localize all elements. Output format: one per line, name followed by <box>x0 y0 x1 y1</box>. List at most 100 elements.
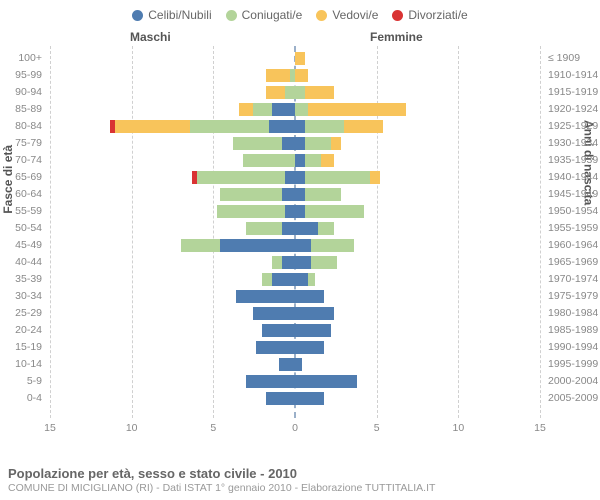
bar-segment <box>308 273 315 286</box>
male-bar <box>279 358 295 371</box>
bar-segment <box>305 137 331 150</box>
bar-segment <box>272 256 282 269</box>
female-header: Femmine <box>370 30 423 44</box>
chart-subtitle: COMUNE DI MICIGLIANO (RI) - Dati ISTAT 1… <box>8 482 435 494</box>
bar-segment <box>295 273 308 286</box>
birth-year-label: 1910-1914 <box>548 67 600 83</box>
bar-segment <box>272 103 295 116</box>
bar-segment <box>285 205 295 218</box>
bar-segment <box>285 171 295 184</box>
bar-segment <box>295 290 324 303</box>
age-label: 90-94 <box>0 84 42 100</box>
bar-segment <box>269 120 295 133</box>
birth-year-label: 2000-2004 <box>548 373 600 389</box>
x-tick-label: 15 <box>44 422 56 434</box>
bar-segment <box>285 86 295 99</box>
bar-segment <box>190 120 268 133</box>
age-label: 10-14 <box>0 356 42 372</box>
bar-segment <box>243 154 295 167</box>
female-bar <box>295 120 383 133</box>
age-label: 85-89 <box>0 101 42 117</box>
bar-segment <box>220 188 282 201</box>
male-bar <box>181 239 295 252</box>
male-bar <box>262 324 295 337</box>
x-tick-label: 5 <box>210 422 216 434</box>
bar-segment <box>295 120 305 133</box>
bar-segment <box>282 222 295 235</box>
male-header: Maschi <box>130 30 171 44</box>
age-label: 15-19 <box>0 339 42 355</box>
age-label: 95-99 <box>0 67 42 83</box>
pyramid-row <box>50 118 540 134</box>
bar-segment <box>305 120 344 133</box>
bar-segment <box>262 273 272 286</box>
bar-segment <box>295 52 305 65</box>
chart-title: Popolazione per età, sesso e stato civil… <box>8 466 435 481</box>
age-label: 5-9 <box>0 373 42 389</box>
grid-line <box>540 46 541 418</box>
female-bar <box>295 392 324 405</box>
birth-year-label: 1940-1944 <box>548 169 600 185</box>
legend-label: Coniugati/e <box>242 8 303 22</box>
bar-segment <box>311 239 353 252</box>
bar-segment <box>295 341 324 354</box>
male-bar <box>266 69 295 82</box>
birth-year-label: 1995-1999 <box>548 356 600 372</box>
female-bar <box>295 256 337 269</box>
female-bar <box>295 69 308 82</box>
female-bar <box>295 52 305 65</box>
plot-area: 15105051015100+≤ 190995-991910-191490-94… <box>50 46 540 418</box>
birth-year-label: 1935-1939 <box>548 152 600 168</box>
birth-year-label: 1990-1994 <box>548 339 600 355</box>
birth-year-label: 1915-1919 <box>548 84 600 100</box>
bar-segment <box>233 137 282 150</box>
birth-year-label: 1945-1949 <box>548 186 600 202</box>
pyramid-row <box>50 101 540 117</box>
bar-segment <box>282 256 295 269</box>
male-bar <box>110 120 295 133</box>
female-bar <box>295 222 334 235</box>
legend-item: Celibi/Nubili <box>132 8 211 22</box>
bar-segment <box>295 375 357 388</box>
bar-segment <box>239 103 252 116</box>
bar-segment <box>331 137 341 150</box>
legend-swatch <box>226 10 237 21</box>
birth-year-label: 1930-1934 <box>548 135 600 151</box>
female-bar <box>295 86 334 99</box>
bar-segment <box>295 137 305 150</box>
legend-swatch <box>392 10 403 21</box>
x-tick-label: 10 <box>126 422 138 434</box>
legend: Celibi/NubiliConiugati/eVedovi/eDivorzia… <box>0 0 600 24</box>
bar-segment <box>256 341 295 354</box>
birth-year-label: ≤ 1909 <box>548 50 600 66</box>
pyramid-row <box>50 288 540 304</box>
bar-segment <box>246 222 282 235</box>
pyramid-row <box>50 203 540 219</box>
male-bar <box>272 256 295 269</box>
bar-segment <box>246 375 295 388</box>
pyramid-row <box>50 322 540 338</box>
female-bar <box>295 307 334 320</box>
age-label: 20-24 <box>0 322 42 338</box>
male-bar <box>192 171 295 184</box>
age-label: 0-4 <box>0 390 42 406</box>
male-bar <box>256 341 295 354</box>
age-label: 25-29 <box>0 305 42 321</box>
birth-year-label: 1985-1989 <box>548 322 600 338</box>
female-bar <box>295 171 380 184</box>
bar-segment <box>282 188 295 201</box>
birth-year-label: 1955-1959 <box>548 220 600 236</box>
footer: Popolazione per età, sesso e stato civil… <box>8 466 435 494</box>
bar-segment <box>295 392 324 405</box>
female-bar <box>295 375 357 388</box>
x-tick-label: 0 <box>292 422 298 434</box>
birth-year-label: 1925-1929 <box>548 118 600 134</box>
bar-segment <box>305 188 341 201</box>
bar-segment <box>279 358 295 371</box>
female-bar <box>295 137 341 150</box>
x-tick-label: 5 <box>374 422 380 434</box>
age-label: 70-74 <box>0 152 42 168</box>
birth-year-label: 2005-2009 <box>548 390 600 406</box>
bar-segment <box>344 120 383 133</box>
male-bar <box>233 137 295 150</box>
